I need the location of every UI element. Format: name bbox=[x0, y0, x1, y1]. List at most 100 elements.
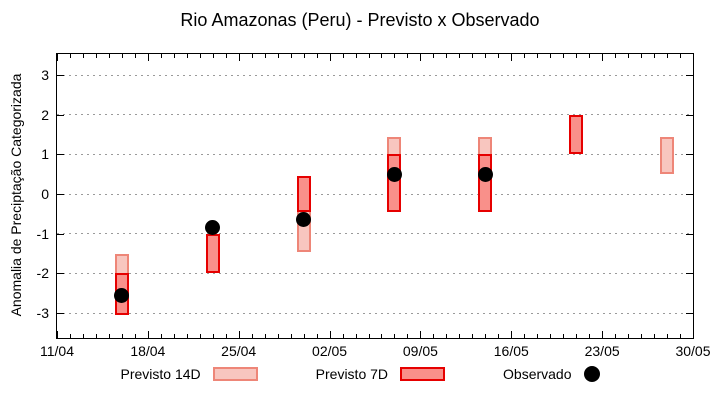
x-minor-tick bbox=[576, 334, 578, 338]
gridline bbox=[57, 272, 693, 274]
x-tick bbox=[511, 331, 513, 338]
legend-item-previsto-7d: Previsto 7D bbox=[315, 366, 446, 382]
x-tick bbox=[602, 54, 604, 61]
x-minor-tick bbox=[550, 54, 552, 58]
legend-item-previsto-14d: Previsto 14D bbox=[121, 366, 258, 382]
legend-label-observado: Observado bbox=[503, 366, 572, 382]
x-minor-tick bbox=[589, 54, 591, 58]
legend-item-observado: Observado bbox=[503, 366, 600, 382]
x-minor-tick bbox=[173, 54, 175, 58]
x-minor-tick bbox=[524, 54, 526, 58]
x-minor-tick bbox=[550, 334, 552, 338]
x-minor-tick bbox=[654, 54, 656, 58]
x-minor-tick bbox=[459, 334, 461, 338]
x-minor-tick bbox=[472, 54, 474, 58]
y-tick bbox=[686, 233, 693, 235]
gridline bbox=[57, 114, 693, 116]
x-minor-tick bbox=[459, 54, 461, 58]
gridline bbox=[57, 233, 693, 235]
y-tick bbox=[686, 194, 693, 196]
legend-swatch-previsto-7d-icon bbox=[400, 367, 446, 381]
y-tick-label: 1 bbox=[41, 146, 49, 163]
x-minor-tick bbox=[472, 334, 474, 338]
x-minor-tick bbox=[186, 334, 188, 338]
x-minor-tick bbox=[485, 54, 487, 58]
y-tick bbox=[57, 75, 64, 77]
x-minor-tick bbox=[498, 54, 500, 58]
x-minor-tick bbox=[394, 54, 396, 58]
forecast-box-previsto-7d bbox=[387, 154, 402, 212]
x-minor-tick bbox=[251, 334, 253, 338]
legend-label-previsto-14d: Previsto 14D bbox=[120, 366, 201, 382]
gridline bbox=[57, 312, 693, 314]
observed-dot bbox=[477, 166, 493, 182]
x-minor-tick bbox=[277, 54, 279, 58]
x-tick-label: 16/05 bbox=[493, 343, 529, 359]
x-tick bbox=[693, 331, 694, 338]
legend-label-previsto-7d: Previsto 7D bbox=[315, 366, 389, 382]
x-minor-tick bbox=[69, 54, 71, 58]
x-minor-tick bbox=[316, 54, 318, 58]
legend-swatch-observado-icon bbox=[583, 366, 600, 382]
x-minor-tick bbox=[524, 334, 526, 338]
gridline bbox=[57, 193, 693, 195]
x-minor-tick bbox=[303, 334, 305, 338]
x-minor-tick bbox=[355, 334, 357, 338]
x-minor-tick bbox=[342, 54, 344, 58]
observed-dot bbox=[296, 212, 312, 228]
x-minor-tick bbox=[407, 334, 409, 338]
observed-dot bbox=[114, 287, 130, 303]
x-tick-label: 02/05 bbox=[312, 343, 348, 359]
x-minor-tick bbox=[628, 334, 630, 338]
y-tick bbox=[686, 114, 693, 116]
x-minor-tick bbox=[381, 334, 383, 338]
x-minor-tick bbox=[576, 54, 578, 58]
y-tick bbox=[686, 313, 693, 314]
x-minor-tick bbox=[108, 334, 110, 338]
forecast-box-previsto-7d bbox=[478, 154, 493, 212]
x-tick bbox=[420, 331, 422, 338]
x-tick-label: 09/05 bbox=[402, 343, 438, 359]
y-tick bbox=[57, 233, 64, 235]
x-minor-tick bbox=[225, 54, 227, 58]
x-minor-tick bbox=[537, 334, 539, 338]
x-tick bbox=[329, 331, 331, 338]
x-minor-tick bbox=[563, 334, 565, 338]
y-tick bbox=[686, 75, 693, 77]
x-minor-tick bbox=[680, 334, 682, 338]
y-tick bbox=[57, 114, 64, 116]
x-tick bbox=[57, 54, 58, 61]
x-minor-tick bbox=[264, 54, 266, 58]
x-minor-tick bbox=[199, 334, 201, 338]
x-minor-tick bbox=[225, 334, 227, 338]
x-minor-tick bbox=[134, 334, 136, 338]
y-tick bbox=[686, 273, 693, 275]
x-minor-tick bbox=[433, 334, 435, 338]
x-minor-tick bbox=[446, 334, 448, 338]
gridline bbox=[57, 74, 693, 76]
y-tick bbox=[57, 194, 64, 196]
x-minor-tick bbox=[212, 334, 214, 338]
x-tick-label: 18/04 bbox=[130, 343, 166, 359]
x-minor-tick bbox=[264, 334, 266, 338]
y-tick bbox=[57, 313, 64, 314]
x-minor-tick bbox=[173, 334, 175, 338]
observed-dot bbox=[205, 220, 221, 236]
x-minor-tick bbox=[121, 54, 123, 58]
x-minor-tick bbox=[485, 334, 487, 338]
x-tick bbox=[693, 54, 694, 61]
x-minor-tick bbox=[537, 54, 539, 58]
x-minor-tick bbox=[303, 54, 305, 58]
x-minor-tick bbox=[160, 54, 162, 58]
x-minor-tick bbox=[134, 54, 136, 58]
y-tick bbox=[57, 154, 64, 156]
x-tick bbox=[420, 54, 422, 61]
x-tick-label: 11/04 bbox=[40, 343, 74, 359]
x-minor-tick bbox=[82, 54, 84, 58]
x-tick-label: 23/05 bbox=[584, 343, 620, 359]
x-minor-tick bbox=[368, 54, 370, 58]
x-minor-tick bbox=[381, 54, 383, 58]
x-minor-tick bbox=[108, 54, 110, 58]
legend: Previsto 14D Previsto 7D Observado bbox=[0, 366, 720, 382]
